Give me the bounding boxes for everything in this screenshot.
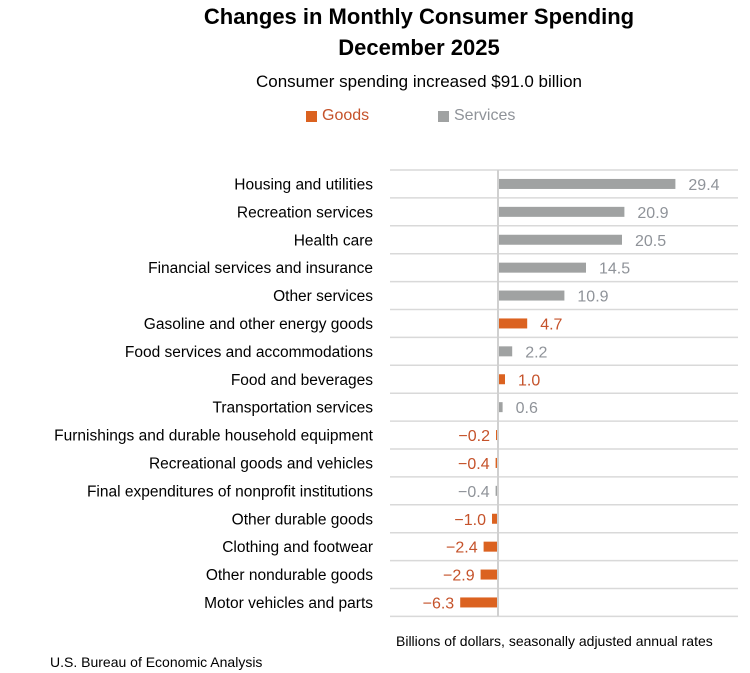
category-label: Other durable goods — [232, 511, 374, 528]
legend-item-goods: Goods — [306, 107, 369, 125]
value-label: −2.9 — [443, 568, 475, 585]
value-label: 0.6 — [516, 400, 538, 417]
category-label: Food services and accommodations — [125, 344, 373, 361]
bar-other-nondurable-goods — [480, 569, 498, 580]
source-note: U.S. Bureau of Economic Analysis — [50, 654, 263, 670]
chart-title-date: December 2025 — [338, 35, 500, 60]
category-label: Health care — [294, 232, 373, 249]
value-label: −0.2 — [458, 428, 490, 445]
legend-label-goods: Goods — [322, 107, 370, 124]
value-labels: 29.4 20.9 20.5 14.5 10.9 4.7 2.2 1.0 0.6 −0.2 −0.4… — [423, 177, 720, 613]
gridlines — [390, 169, 738, 618]
legend-item-services: Services — [438, 107, 515, 125]
value-label: 2.2 — [525, 344, 547, 361]
category-label: Clothing and footwear — [222, 539, 373, 556]
category-label: Gasoline and other energy goods — [144, 316, 373, 333]
category-label: Other services — [273, 288, 373, 305]
bar-other-services — [499, 290, 565, 301]
bar-transportation-services — [499, 402, 503, 413]
bar-housing-and-utilities — [499, 178, 676, 189]
bar-other-durable-goods — [492, 513, 498, 524]
category-label: Motor vehicles and parts — [204, 595, 373, 612]
value-label: −2.4 — [446, 540, 478, 557]
bar-health-care — [499, 234, 622, 245]
units-note: Billions of dollars, seasonally adjusted… — [396, 633, 713, 649]
value-label: −0.4 — [458, 456, 490, 473]
chart-subtitle: Consumer spending increased $91.0 billio… — [255, 72, 583, 91]
bar-recreational-goods-and-vehicles — [495, 457, 498, 468]
value-label: 14.5 — [599, 261, 630, 278]
category-label: Financial services and insurance — [148, 260, 373, 277]
category-label: Food and beverages — [231, 372, 373, 389]
legend-label-services: Services — [454, 107, 516, 124]
category-label: Other nondurable goods — [206, 567, 373, 584]
category-label: Recreational goods and vehicles — [149, 455, 373, 472]
bar-gasoline-and-other-energy-goods — [499, 318, 528, 329]
chart-title: Changes in Monthly Consumer Spending — [203, 4, 635, 29]
category-label: Final expenditures of nonprofit institut… — [87, 483, 373, 500]
bar-clothing-and-footwear — [483, 541, 498, 552]
value-label: −1.0 — [454, 512, 486, 529]
value-label: 1.0 — [518, 372, 540, 389]
legend-swatch-goods — [306, 110, 317, 122]
category-label: Housing and utilities — [234, 176, 373, 193]
value-label: 20.5 — [635, 233, 666, 250]
category-label: Furnishings and durable household equipm… — [54, 428, 374, 445]
legend-swatch-services — [438, 110, 449, 122]
category-label: Recreation services — [237, 204, 373, 221]
category-labels: Housing and utilities Recreation services… — [54, 176, 374, 612]
bar-financial-services-and-insurance — [499, 262, 586, 273]
value-label: 29.4 — [688, 177, 719, 194]
bar-final-expenditures-of-nonprofit-institutions — [495, 485, 498, 496]
category-label: Transportation services — [212, 400, 373, 417]
value-label: 20.9 — [637, 205, 668, 222]
bar-food-services-and-accommodations — [499, 346, 513, 357]
value-label: −6.3 — [423, 595, 455, 612]
value-label: −0.4 — [458, 484, 490, 501]
bars — [460, 178, 676, 608]
value-label: 4.7 — [540, 316, 562, 333]
bar-recreation-services — [499, 206, 625, 217]
value-label: 10.9 — [577, 289, 608, 306]
bar-motor-vehicles-and-parts — [460, 597, 498, 608]
bar-food-and-beverages — [499, 374, 505, 385]
